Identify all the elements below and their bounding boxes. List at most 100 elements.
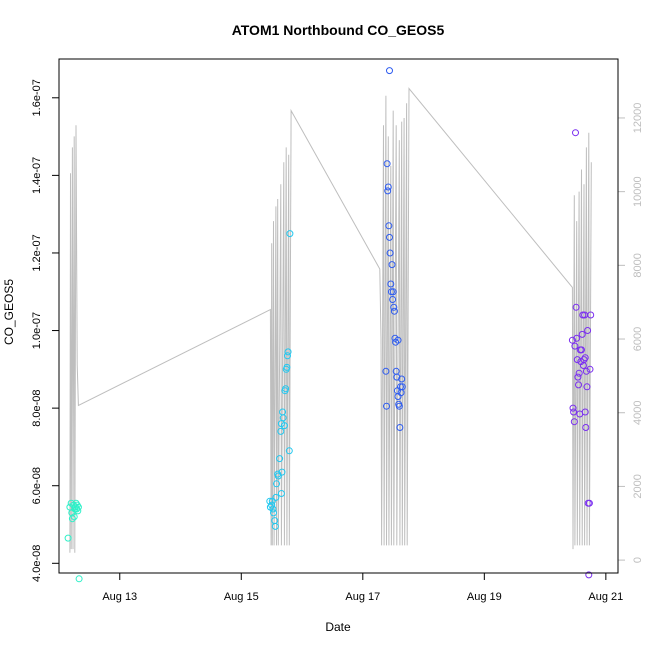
data-point [277,427,285,435]
series-3 [382,67,406,431]
data-point [582,367,590,375]
x-tick-label: Aug 13 [102,591,137,603]
series-4 [568,129,595,579]
data-point [396,424,404,431]
data-point [270,509,277,517]
y-tick-label: 4.0e-08 [31,545,43,582]
data-point [64,534,72,542]
y2-tick-label: 10000 [632,176,644,207]
data-point [390,303,398,311]
y2-tick-label: 6000 [632,327,644,351]
data-point [272,493,280,501]
data-point [283,363,291,371]
data-point [271,522,279,530]
data-point [384,183,392,191]
data-point [73,505,81,513]
y2-tick-label: 2000 [632,474,644,498]
data-point [385,222,393,230]
data-point [285,447,293,455]
data-point [382,367,390,375]
x-tick-label: Aug 17 [345,591,380,603]
data-point [390,307,398,315]
data-point [383,402,390,410]
data-point [74,503,82,511]
altitude-line [69,87,592,553]
y-tick-label: 1.6e-07 [31,79,43,116]
data-point [68,515,76,523]
data-point [386,67,393,75]
data-point [274,472,282,480]
data-point [71,503,79,511]
data-point [569,404,577,412]
data-point [570,418,578,426]
y-tick-label: 1.4e-07 [31,157,43,194]
data-point [568,336,576,344]
data-point [585,499,593,507]
data-point [573,334,581,342]
x-axis-label: Date [325,620,351,634]
data-point [581,408,589,416]
y-tick-label: 1.2e-07 [31,234,43,271]
y-tick-label: 1.0e-07 [31,312,43,349]
data-point [394,336,402,344]
x-tick-label: Aug 19 [467,591,502,603]
plot-frame [58,58,619,574]
axes-layer: Aug 13 Aug 15 Aug 17 Aug 19 Aug 21 4.0e-08 6.0… [31,79,644,603]
data-point [387,280,395,288]
data-point [575,369,583,377]
data-point [268,501,276,509]
data-point [269,505,277,513]
y2-tick-label: 0 [632,557,644,563]
data-point [388,261,396,269]
y-axis-label: CO_GEOS5 [2,279,16,345]
data-point [386,233,393,241]
data-point [575,381,582,389]
x-tick-label: Aug 21 [588,591,623,603]
data-point [573,356,581,364]
data-point [578,346,585,354]
data-point [282,385,290,393]
data-point [278,468,286,476]
points-layer [64,67,595,583]
data-point [572,129,579,137]
y2-tick-label: 4000 [632,400,644,424]
data-point [581,354,589,362]
y-tick-label: 6.0e-08 [31,467,43,504]
series-1 [64,499,83,583]
data-point [70,513,78,521]
y2-tick-label: 8000 [632,253,644,277]
data-point [389,296,397,303]
data-point [276,455,284,463]
data-point [284,348,292,356]
data-point [584,327,592,334]
data-point [74,507,82,515]
data-point [277,490,285,497]
x-tick-label: Aug 15 [224,591,259,603]
data-point [268,497,276,505]
data-point [580,356,588,364]
data-point [384,187,392,195]
data-point [570,408,578,416]
data-point [273,480,280,488]
data-point [398,383,406,391]
data-point [572,303,580,311]
data-point [286,230,294,238]
data-point [280,422,288,430]
data-point [398,375,406,383]
altitude-layer [69,87,592,553]
data-point [383,160,391,168]
data-point [386,249,394,257]
data-point [587,311,595,319]
data-point [578,330,586,338]
data-point [586,365,594,373]
data-point [583,383,591,391]
data-point [75,575,83,583]
series-2 [266,230,294,530]
data-point [574,373,582,381]
data-point [395,402,403,410]
data-point [585,571,593,579]
y2-tick-label: 12000 [632,103,644,134]
data-point [582,424,590,431]
data-point [279,414,287,422]
